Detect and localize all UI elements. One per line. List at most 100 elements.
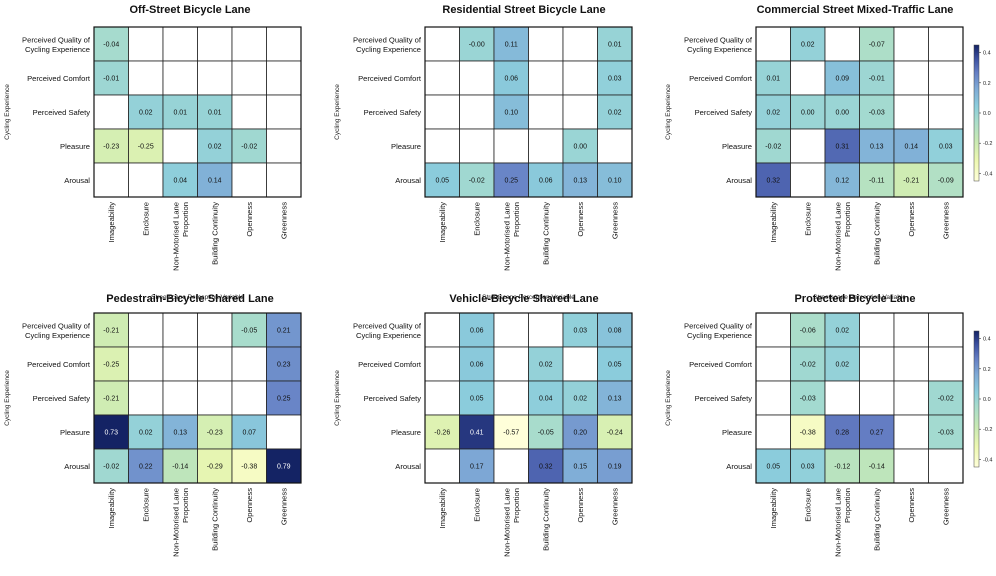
- panel-title: Commercial Street Mixed-Traffic Lane: [757, 4, 954, 16]
- heatmap-cell: [528, 346, 564, 382]
- panel-title: Protected Bicycle Lane: [794, 293, 915, 305]
- heatmap-cell: [928, 312, 964, 348]
- heatmap-cell: [597, 448, 633, 484]
- cell-value-label: -0.25: [138, 144, 154, 151]
- heatmap-cell: [459, 26, 495, 62]
- heatmap-cell: [893, 414, 929, 450]
- heatmap-cell: [597, 26, 633, 62]
- heatmap-cell: [528, 312, 564, 348]
- heatmap-cell: [562, 60, 598, 96]
- heatmap-cell: [93, 94, 129, 130]
- cell-value-label: 0.06: [504, 76, 518, 83]
- heatmap-cell: [424, 448, 460, 484]
- cell-value-label: -0.05: [538, 430, 554, 437]
- colorbar-tick-label: 0.0: [983, 111, 991, 117]
- heatmap-cell: [755, 312, 791, 348]
- row-tick-label: Perceived Safety: [33, 108, 91, 117]
- heatmap-cell: [824, 60, 860, 96]
- heatmap-cell: [162, 346, 198, 382]
- cell-value-label: 0.12: [835, 178, 849, 185]
- heatmap-cell: [162, 128, 198, 164]
- cell-value-label: 0.15: [573, 464, 587, 471]
- cell-value-label: -0.07: [869, 42, 885, 49]
- heatmap-cell: [493, 128, 529, 164]
- heatmap-cell: [93, 162, 129, 198]
- column-tick-label: Greenness: [279, 202, 288, 239]
- cell-value-label: -0.21: [103, 396, 119, 403]
- y-axis-label: Cycling Experience: [665, 84, 672, 140]
- row-tick-label: Perceived Safety: [695, 394, 753, 403]
- cell-value-label: -0.09: [938, 178, 954, 185]
- heatmap-cell: [790, 312, 826, 348]
- cell-value-label: 0.11: [505, 42, 518, 49]
- heatmap-cell: [597, 128, 633, 164]
- cell-value-label: 0.02: [539, 362, 553, 369]
- column-tick-label: Imageability: [769, 488, 778, 529]
- panel-title: Off-Street Bicycle Lane: [129, 4, 250, 16]
- heatmap-cell: [424, 312, 460, 348]
- heatmap-cell: [197, 380, 233, 416]
- heatmap-cell: [424, 414, 460, 450]
- cell-value-label: -0.14: [172, 464, 188, 471]
- heatmap-cell: [790, 60, 826, 96]
- heatmap-cell: [859, 414, 895, 450]
- heatmap-cell: [231, 346, 267, 382]
- cell-value-label: 0.27: [870, 430, 884, 437]
- heatmap-cell: [562, 346, 598, 382]
- cell-value-label: 0.07: [242, 430, 256, 437]
- heatmap-border: [93, 26, 302, 198]
- cell-value-label: 0.05: [608, 362, 622, 369]
- heatmap-cell: [859, 162, 895, 198]
- heatmap-cell: [597, 414, 633, 450]
- heatmap-cell: [459, 94, 495, 130]
- heatmap-cell: [528, 380, 564, 416]
- row-tick-label: Perceived Quality of Cycling Experience: [353, 321, 422, 340]
- row-tick-label: Perceived Quality of Cycling Experience: [22, 35, 91, 54]
- column-tick-label: Building Continuity: [541, 202, 550, 265]
- heatmap-cell: [893, 346, 929, 382]
- heatmap-cell: [197, 414, 233, 450]
- cell-value-label: 0.02: [573, 396, 587, 403]
- colorbar-tick-label: -0.2: [983, 141, 992, 147]
- heatmap-cell: [493, 312, 529, 348]
- heatmap-cell: [231, 414, 267, 450]
- column-tick-label: Imageability: [769, 202, 778, 243]
- cell-value-label: 0.41: [470, 430, 484, 437]
- heatmap-cell: [893, 26, 929, 62]
- heatmap-cell: [231, 60, 267, 96]
- row-tick-label: Perceived Quality of Cycling Experience: [684, 35, 753, 54]
- heatmap-panel: Protected Bicycle Lane -0.06 0.02 -0.02 0.02…: [665, 293, 992, 557]
- heatmap-border: [424, 312, 633, 484]
- cell-value-label: 0.03: [801, 464, 815, 471]
- heatmap-cell: [755, 128, 791, 164]
- heatmap-cell: [859, 312, 895, 348]
- cell-value-label: -0.21: [103, 328, 119, 335]
- heatmap-cell: [790, 162, 826, 198]
- heatmap-cell: [162, 26, 198, 62]
- cell-value-label: 0.01: [208, 110, 222, 117]
- cell-value-label: 0.10: [608, 178, 622, 185]
- cell-value-label: 0.00: [801, 110, 815, 117]
- cell-value-label: -0.21: [903, 178, 919, 185]
- panel-title: Vehicle-Bicycle Shared Lane: [449, 293, 598, 305]
- colorbar-tick-label: -0.4: [983, 171, 992, 177]
- heatmap-cell: [231, 94, 267, 130]
- cell-value-label: 0.13: [870, 144, 884, 151]
- cell-value-label: -0.06: [800, 328, 816, 335]
- row-tick-label: Perceived Comfort: [27, 360, 91, 369]
- heatmap-cell: [928, 162, 964, 198]
- cell-value-label: -0.25: [103, 362, 119, 369]
- row-tick-label: Arousal: [64, 462, 90, 471]
- heatmap-cell: [231, 312, 267, 348]
- column-tick-label: Non-Motorised LaneProportion: [833, 202, 852, 271]
- cell-value-label: 0.21: [277, 328, 291, 335]
- cell-value-label: 0.06: [539, 178, 553, 185]
- column-tick-label: Non-Motorised LaneProportion: [171, 488, 190, 557]
- heatmap-cell: [824, 346, 860, 382]
- cell-value-label: 0.08: [608, 328, 622, 335]
- cell-value-label: 0.03: [573, 328, 587, 335]
- heatmap-cell: [528, 128, 564, 164]
- heatmap-border: [93, 312, 302, 484]
- heatmap-cell: [266, 448, 302, 484]
- column-tick-label: Greenness: [610, 488, 619, 525]
